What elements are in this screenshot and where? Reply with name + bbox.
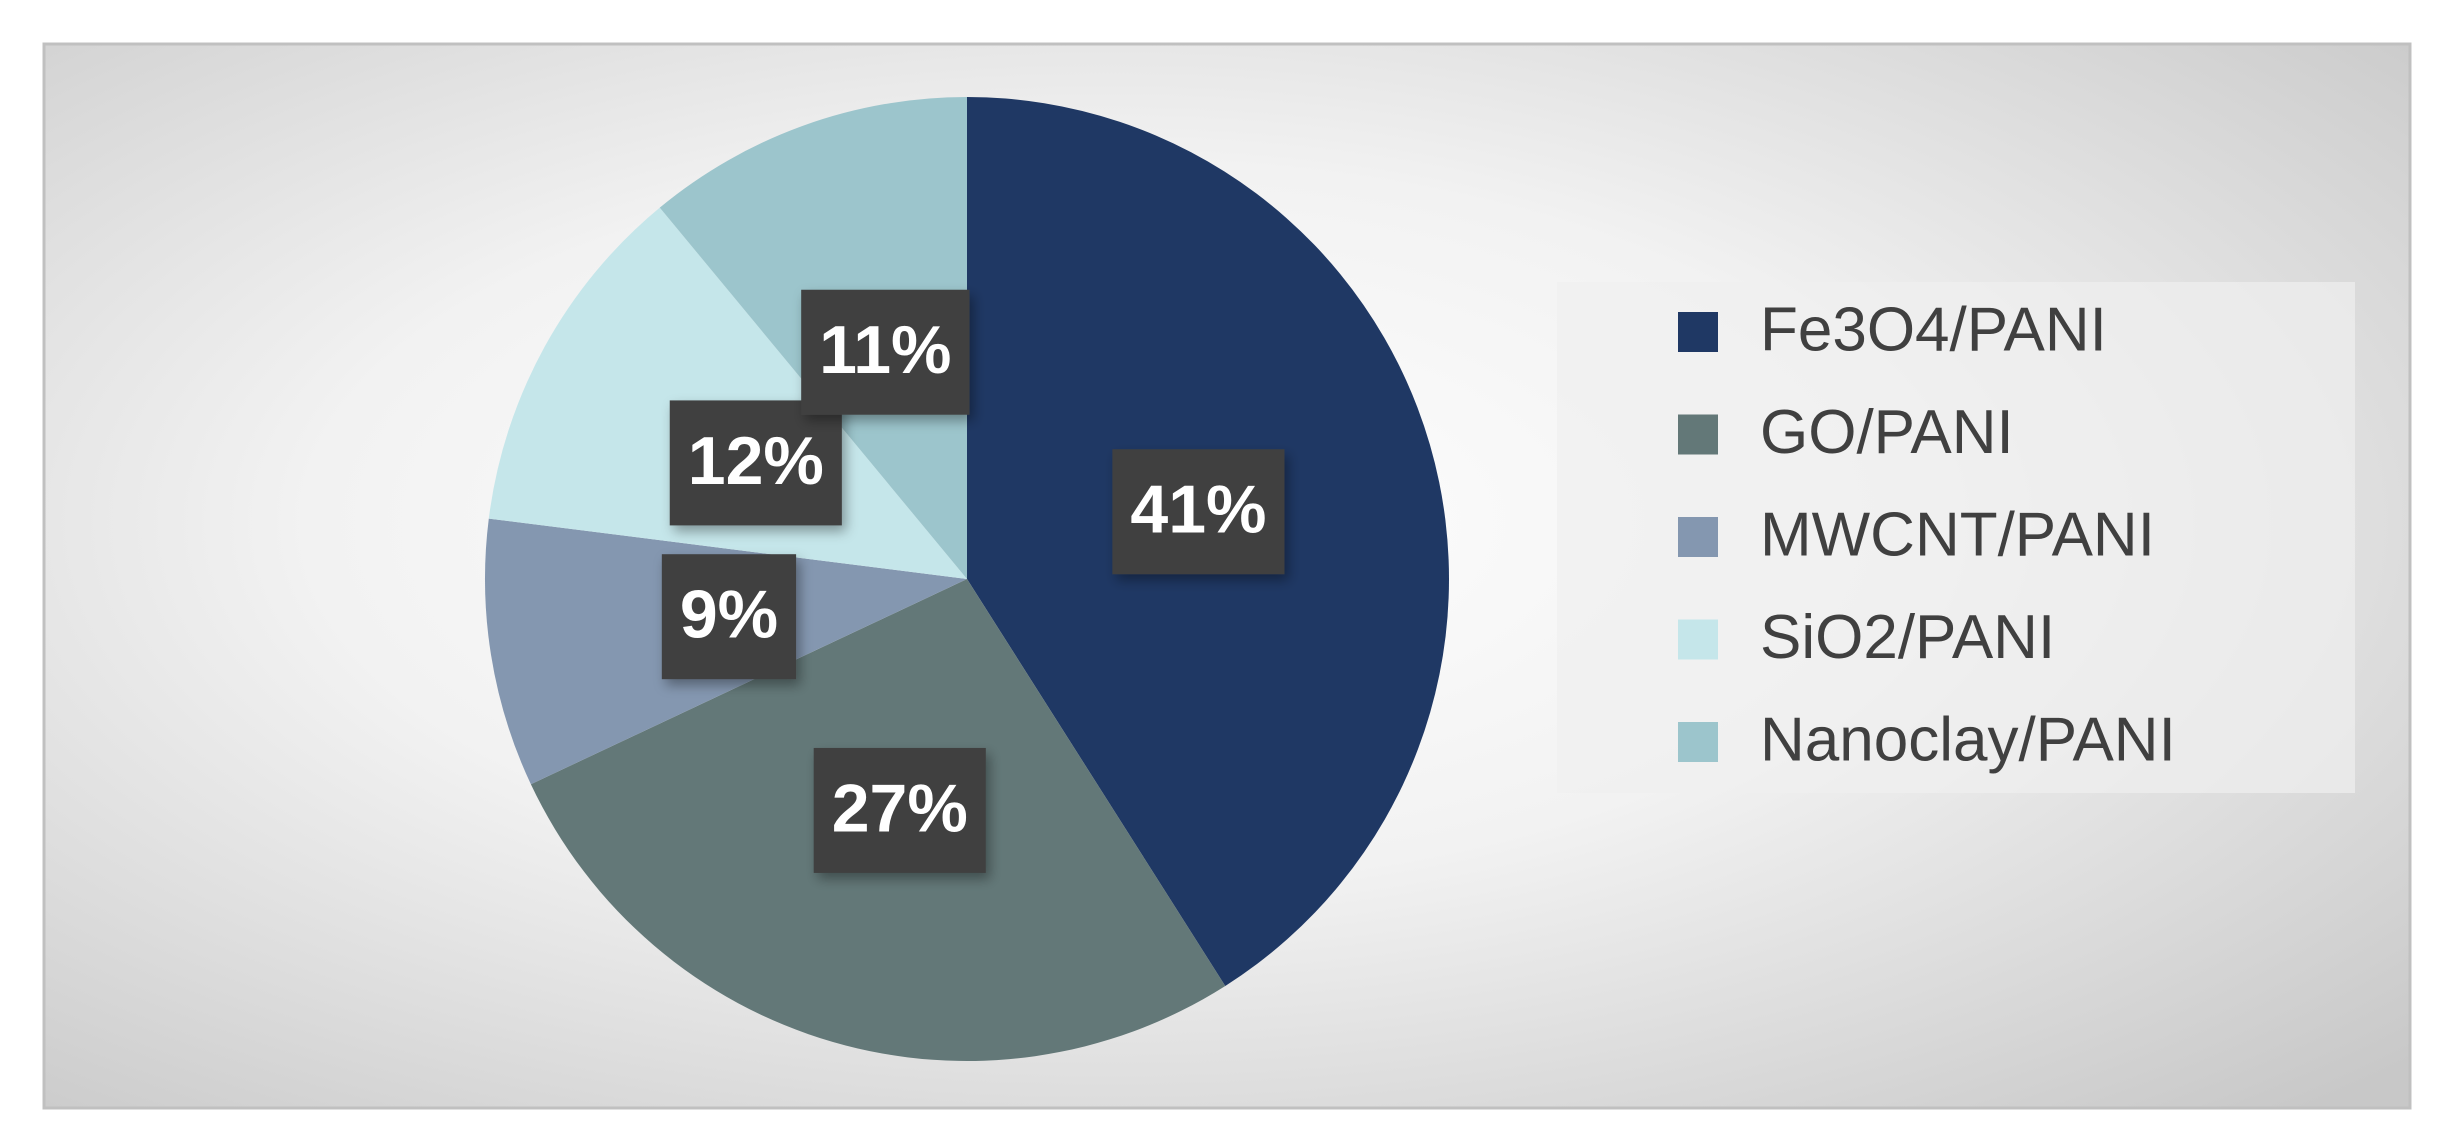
legend-swatch — [1678, 312, 1718, 352]
legend-label: MWCNT/PANI — [1760, 500, 2155, 569]
data-label-text: 27% — [832, 770, 968, 846]
data-label: 12% — [669, 400, 842, 526]
pie — [485, 97, 1449, 1062]
pie-slice — [488, 207, 967, 579]
legend-label: SiO2/PANI — [1760, 603, 2055, 672]
data-label-text: 11% — [819, 312, 951, 388]
data-label: 11% — [801, 289, 970, 415]
data-label-box — [1112, 449, 1285, 575]
legend-label: Nanoclay/PANI — [1760, 705, 2176, 774]
data-label: 9% — [661, 554, 797, 680]
legend-swatch — [1678, 722, 1718, 762]
data-label: 27% — [813, 747, 986, 873]
data-label-text: 12% — [688, 423, 824, 499]
data-label-text: 41% — [1130, 472, 1266, 548]
data-label-box — [813, 747, 986, 873]
data-label: 41% — [1112, 449, 1285, 575]
legend-swatch — [1678, 619, 1718, 660]
legend-label: Fe3O4/PANI — [1760, 295, 2107, 364]
data-label-box — [661, 554, 797, 680]
legend-swatch — [1678, 414, 1718, 455]
legend-label: GO/PANI — [1760, 398, 2014, 467]
legend-swatch — [1678, 517, 1718, 557]
data-label-box — [669, 400, 842, 526]
data-labels: 41% 27% 9% 12% 11% — [661, 289, 1285, 873]
legend: Fe3O4/PANI GO/PANI MWCNT/PANI SiO2/PANI Nano… — [1678, 295, 2176, 774]
data-label-text: 9% — [680, 577, 778, 653]
data-label-box — [801, 289, 970, 415]
